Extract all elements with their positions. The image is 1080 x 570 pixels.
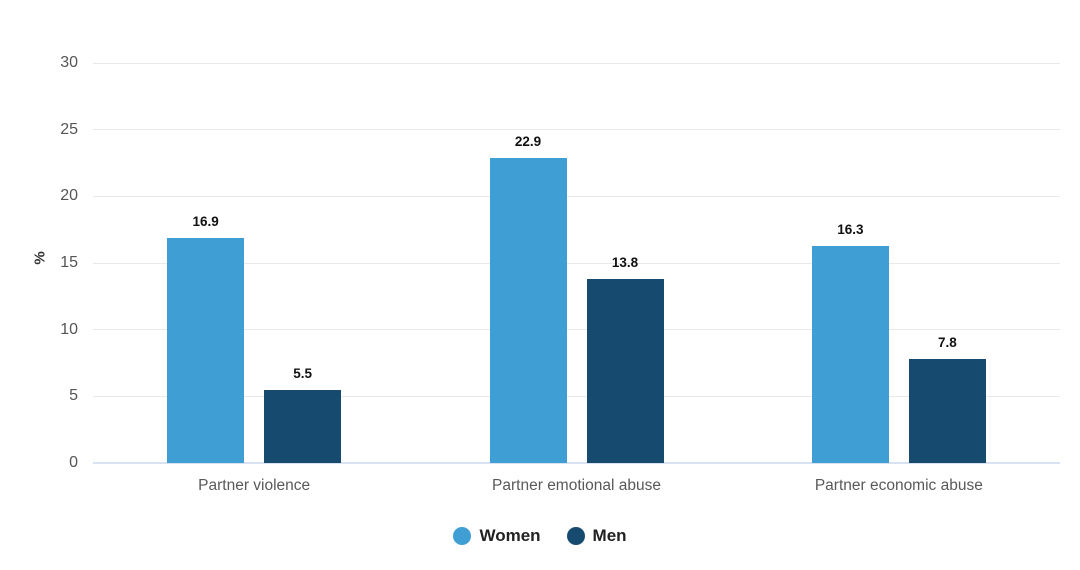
y-tick-label: 15 [60,254,78,271]
legend-swatch-women [453,527,472,545]
y-tick-label: 5 [69,387,78,405]
value-label: 22.9 [514,133,542,149]
x-category-label: Partner economic abuse [814,477,983,494]
bar-men-2 [586,279,664,463]
gridline [93,62,1060,64]
y-tick-label: 25 [60,120,78,138]
bar-women-2 [489,157,567,463]
value-label: 16.9 [192,213,219,229]
y-tick-label: 30 [60,54,78,71]
legend-item-women: Women [453,526,541,546]
y-tick-label: 20 [60,187,78,205]
legend: Women Men [0,526,1080,546]
x-category-label: Partner emotional abuse [492,477,661,494]
gridline [93,129,1060,131]
bar-women-3 [811,245,889,463]
x-category-label: Partner violence [198,477,311,494]
value-label: 16.3 [837,221,864,237]
gridline [93,262,1060,264]
y-tick-label: 10 [60,320,78,338]
bar-men-3 [908,359,986,463]
value-label: 13.8 [611,255,639,270]
legend-label: Women [479,526,541,545]
legend-swatch-men [566,527,585,545]
bar-men-1 [264,389,342,463]
legend-item-men: Men [566,526,627,546]
gridline [93,195,1060,197]
legend-label: Men [592,526,627,545]
bar-women-1 [167,237,245,463]
y-tick-label: 0 [69,454,78,471]
gridline [93,395,1060,397]
value-label: 5.5 [293,365,313,381]
gridline [93,329,1060,331]
x-axis-baseline [93,462,1060,464]
value-label: 7.8 [937,335,957,350]
